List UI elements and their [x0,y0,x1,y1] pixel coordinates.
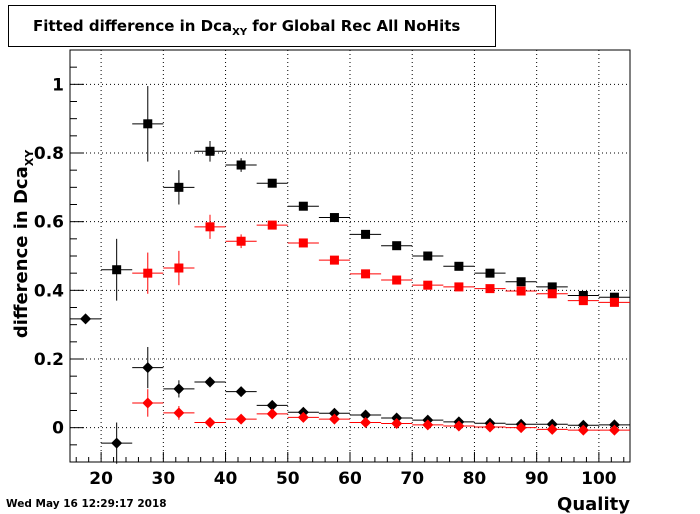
diamond-marker [142,397,154,409]
series-2 [132,214,630,307]
y-axis-label: difference in DcaXY [11,149,36,338]
square-marker [329,213,339,223]
square-marker [516,286,526,296]
square-marker [392,241,402,251]
diamond-marker [297,411,309,423]
square-marker [609,297,619,307]
square-marker [112,265,122,275]
square-marker [205,146,215,156]
chart-title-prefix: Fitted difference in Dca [33,17,233,35]
y-tick-label: 0.4 [34,281,64,301]
x-tick-label: 50 [276,469,300,489]
diamond-marker [328,407,340,419]
y-tick-label: 0.6 [34,213,64,233]
square-marker [392,275,402,285]
diamond-marker [422,419,434,431]
diamond-marker [608,424,620,436]
axes: 20 30 40 50 60 70 80 90 100 0 0.2 0.4 0.6 0.8 1 [34,49,625,489]
diamond-marker [266,399,278,411]
diamond-marker [546,423,558,435]
diamond-marker [453,420,465,432]
square-marker [547,282,557,292]
square-marker [298,238,308,248]
square-marker [454,282,464,292]
footer-timestamp: Wed May 16 12:29:17 2018 [6,498,167,510]
diamond-marker [577,424,589,436]
square-marker [609,292,619,302]
y-axis-label-subscript: XY [23,149,36,166]
square-marker [236,160,246,170]
diamond-marker [80,313,92,325]
square-marker [547,289,557,299]
diamond-marker [173,383,185,395]
square-marker [174,263,184,273]
y-tick-label: 0.2 [34,350,64,370]
x-tick-label: 20 [89,469,113,489]
plot-frame [69,49,631,463]
square-marker [485,284,495,294]
square-marker [143,268,153,278]
chart-title: Fitted difference in DcaXY for Global Re… [33,17,461,38]
chart-title-suffix: for Global Rec All NoHits [247,17,461,35]
diamond-marker [235,386,247,398]
square-marker [205,222,215,232]
x-tick-label: 30 [151,469,175,489]
diamond-marker [484,421,496,433]
square-marker [516,277,526,287]
diamond-marker [235,413,247,425]
diamond-marker [142,362,154,374]
grid-lines [70,50,630,462]
x-tick-label: 90 [525,469,549,489]
data-series [70,86,630,464]
square-marker [267,220,277,230]
diamond-marker [173,407,185,419]
square-marker [423,251,433,261]
square-marker [329,255,339,265]
x-axis-label: Quality [557,494,630,514]
y-tick-label: 0.8 [34,144,64,164]
square-marker [454,261,464,271]
chart-title-subscript: XY [232,27,248,38]
chart-title-box: Fitted difference in DcaXY for Global Re… [8,5,496,47]
square-marker [236,236,246,246]
y-tick-label: 1 [52,75,64,95]
x-tick-label: 100 [581,469,617,489]
square-marker [485,268,495,278]
x-tick-label: 80 [463,469,487,489]
diamond-marker [328,413,340,425]
square-marker [361,229,371,239]
diamond-marker [266,408,278,420]
square-marker [578,290,588,300]
series-3 [70,313,630,464]
square-marker [143,119,153,129]
square-marker [423,280,433,290]
y-tick-label: 0 [52,419,64,439]
diamond-marker [204,376,216,388]
x-tick-label: 40 [214,469,238,489]
diamond-marker [111,437,123,449]
series-4 [132,389,630,436]
square-marker [361,269,371,279]
square-marker [174,182,184,192]
square-marker [267,178,277,188]
x-tick-label: 70 [400,469,424,489]
diamond-marker [391,418,403,430]
diamond-marker [360,409,372,421]
diamond-marker [515,422,527,434]
diamond-marker [204,417,216,429]
diamond-marker [360,417,372,429]
x-tick-label: 60 [338,469,362,489]
square-marker [578,296,588,306]
y-axis-label-main: difference in Dca [11,166,32,338]
square-marker [298,201,308,211]
